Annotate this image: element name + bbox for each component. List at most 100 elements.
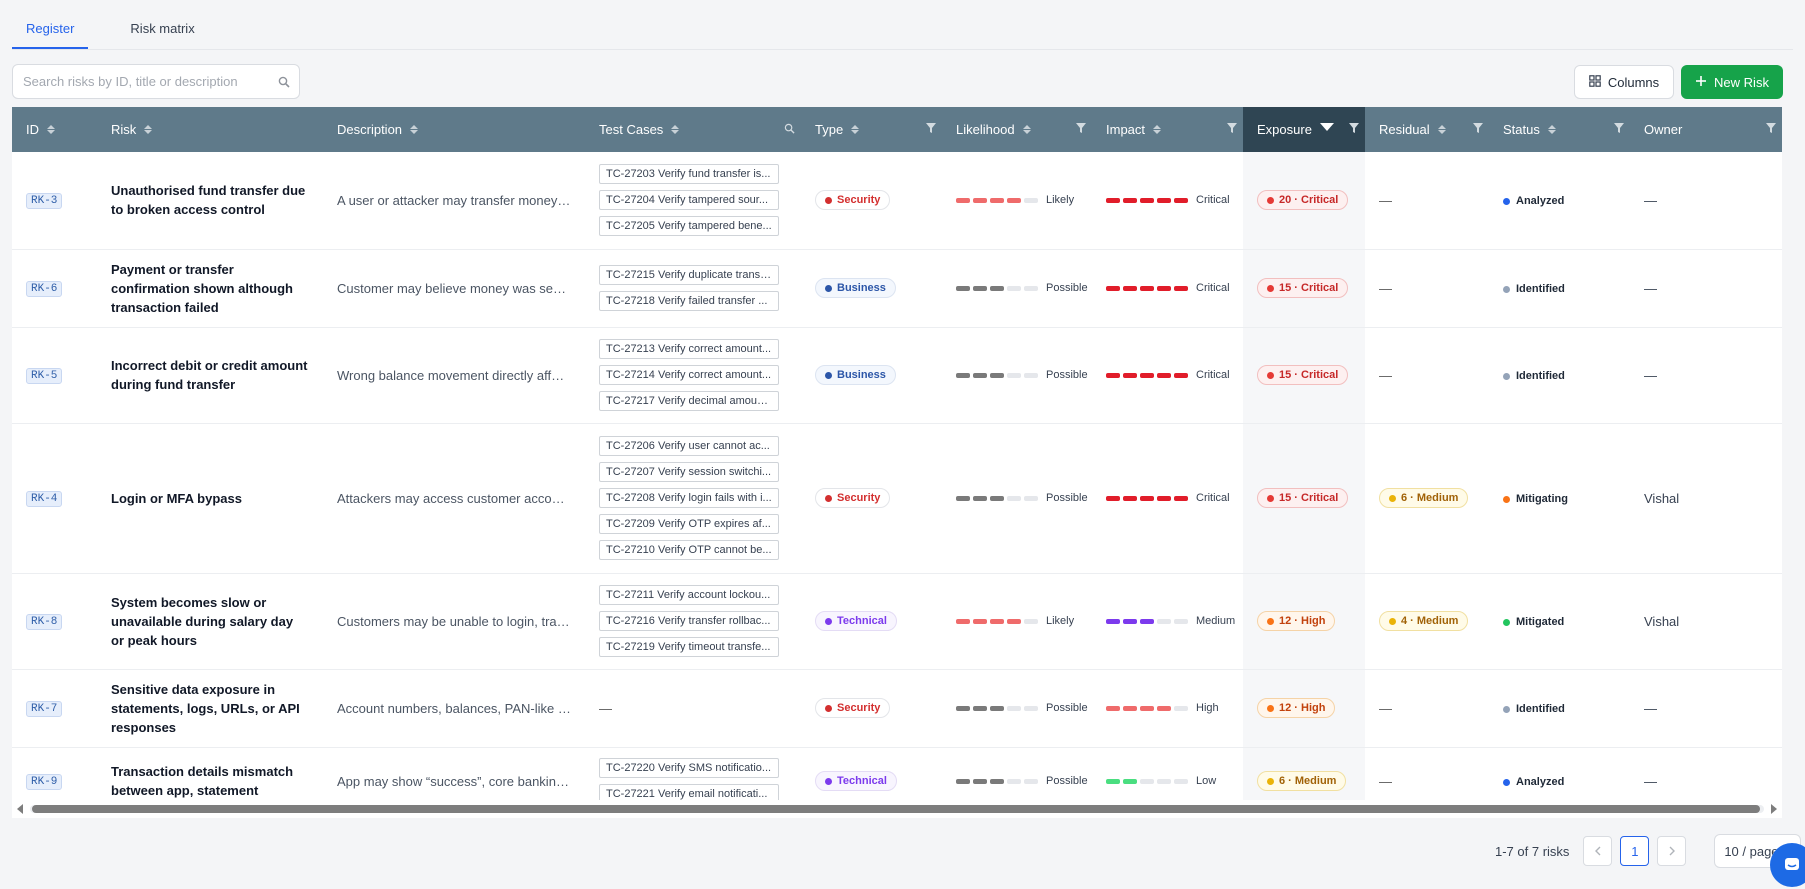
test-case-chip[interactable]: TC-27210 Verify OTP cannot be... [599,540,779,560]
columns-button[interactable]: Columns [1574,65,1674,99]
risk-id[interactable]: RK-5 [26,368,63,384]
column-header-test-cases[interactable]: Test Cases [585,107,801,152]
sort-icon[interactable] [410,125,419,134]
filter-icon[interactable] [1766,123,1776,133]
table-row[interactable]: RK-7 Sensitive data exposure in statement… [12,669,1782,748]
risk-id[interactable]: RK-3 [26,193,63,210]
risk-title[interactable]: System becomes slow or unavailable durin… [111,594,294,648]
column-header-impact[interactable]: Impact [1092,107,1243,152]
column-header-owner[interactable]: Owner [1630,107,1782,152]
chat-button[interactable] [1770,843,1805,887]
risk-title[interactable]: Sensitive data exposure in statements, l… [111,681,300,735]
type-badge: Technical [815,611,897,631]
impact-indicator: Critical [1106,282,1243,294]
page-button[interactable]: 1 [1620,836,1650,866]
risk-title[interactable]: Unauthorised fund transfer due to broken… [111,183,306,218]
chat-icon [1785,858,1799,870]
empty-value: — [599,700,612,716]
column-header-risk[interactable]: Risk [97,107,323,152]
table-row[interactable]: RK-8 System becomes slow or unavailable d… [12,573,1782,670]
grid-icon [1589,74,1601,90]
new-risk-button[interactable]: New Risk [1681,65,1783,99]
column-search-icon[interactable] [784,123,795,134]
filter-icon[interactable] [1473,123,1483,133]
column-header-label: Description [337,122,403,137]
test-case-chip[interactable]: TC-27209 Verify OTP expires af... [599,514,779,534]
table-row[interactable]: RK-3 Unauthorised fund transfer due to br… [12,152,1782,250]
sort-icon[interactable] [671,125,680,134]
column-header-exposure[interactable]: Exposure [1243,107,1365,152]
column-header-status[interactable]: Status [1489,107,1630,152]
column-header-id[interactable]: ID [12,107,97,152]
risk-title[interactable]: Transaction details mismatch between app… [111,764,294,798]
sort-icon[interactable] [1153,125,1162,134]
status-badge: Analyzed [1503,195,1564,207]
sort-icon[interactable] [1547,125,1556,134]
column-header-likelihood[interactable]: Likelihood [942,107,1092,152]
sort-icon[interactable] [1437,125,1446,134]
level-bars [1106,372,1188,378]
impact-indicator: Critical [1106,194,1243,206]
test-case-chip[interactable]: TC-27211 Verify account lockou... [599,585,779,605]
test-case-chip[interactable]: TC-27217 Verify decimal amoun... [599,391,779,411]
risk-title[interactable]: Incorrect debit or credit amount during … [111,358,308,392]
risk-title[interactable]: Payment or transfer confirmation shown a… [111,261,293,315]
risk-id[interactable]: RK-7 [26,701,63,717]
empty-value: — [1379,367,1392,383]
test-case-chip[interactable]: TC-27215 Verify duplicate transf... [599,265,779,285]
filter-icon[interactable] [926,123,936,133]
column-header-type[interactable]: Type [801,107,942,152]
filter-icon[interactable] [1349,123,1359,133]
test-case-chip[interactable]: TC-27208 Verify login fails with i... [599,488,779,508]
horizontal-scrollbar[interactable] [12,800,1782,818]
sort-icon[interactable] [851,125,860,134]
risk-id[interactable]: RK-6 [26,281,63,297]
page-size-value: 10 / page [1724,843,1779,859]
likelihood-indicator: Likely [956,194,1092,206]
test-case-chip[interactable]: TC-27218 Verify failed transfer ... [599,291,779,311]
table-row[interactable]: RK-6 Payment or transfer confirmation sho… [12,249,1782,328]
test-case-chip[interactable]: TC-27205 Verify tampered bene... [599,216,779,237]
level-bars [1106,778,1188,784]
risk-title[interactable]: Login or MFA bypass [111,490,242,506]
test-case-chip[interactable]: TC-27221 Verify email notificati... [599,784,779,800]
filter-icon[interactable] [1614,123,1624,133]
risk-id[interactable]: RK-9 [26,774,63,790]
prev-page-button[interactable] [1583,836,1613,866]
filter-icon[interactable] [1227,123,1237,133]
risk-id[interactable]: RK-4 [26,491,63,507]
column-header-label: ID [26,122,39,137]
search-icon[interactable] [269,76,299,88]
test-case-chip[interactable]: TC-27214 Verify correct amount... [599,365,779,385]
sort-icon[interactable] [47,125,55,134]
column-header-label: Status [1503,122,1540,137]
sort-icon[interactable] [144,125,153,134]
scroll-left-arrow[interactable] [17,804,23,814]
table-row[interactable]: RK-4 Login or MFA bypass Attackers may acc… [12,423,1782,574]
exposure-badge: 12 · High [1257,611,1336,631]
search-input[interactable] [13,74,269,89]
table-row[interactable]: RK-9 Transaction details mismatch between… [12,747,1782,800]
columns-button-label: Columns [1607,74,1660,90]
column-header-residual[interactable]: Residual [1365,107,1489,152]
test-case-chip[interactable]: TC-27216 Verify transfer rollbac... [599,611,779,631]
scroll-right-arrow[interactable] [1771,804,1777,814]
scroll-thumb[interactable] [32,805,1760,813]
test-case-chip[interactable]: TC-27213 Verify correct amount... [599,339,779,359]
tab-risk-matrix[interactable]: Risk matrix [130,21,195,36]
test-case-chip[interactable]: TC-27206 Verify user cannot ac... [599,436,779,456]
sort-desc-icon[interactable] [1319,123,1334,131]
test-case-chip[interactable]: TC-27204 Verify tampered sour... [599,190,779,211]
sort-icon[interactable] [1022,125,1031,134]
test-case-chip[interactable]: TC-27207 Verify session switchi... [599,462,779,482]
table-row[interactable]: RK-5 Incorrect debit or credit amount dur… [12,327,1782,424]
tab-register[interactable]: Register [12,0,89,49]
risk-id[interactable]: RK-8 [26,614,63,630]
column-header-description[interactable]: Description [323,107,585,152]
test-case-chip[interactable]: TC-27220 Verify SMS notificatio... [599,758,779,778]
test-case-chip[interactable]: TC-27219 Verify timeout transfe... [599,637,779,657]
column-header-label: Type [815,122,844,137]
test-case-chip[interactable]: TC-27203 Verify fund transfer is... [599,164,779,185]
next-page-button[interactable] [1657,836,1687,866]
filter-icon[interactable] [1076,123,1086,133]
